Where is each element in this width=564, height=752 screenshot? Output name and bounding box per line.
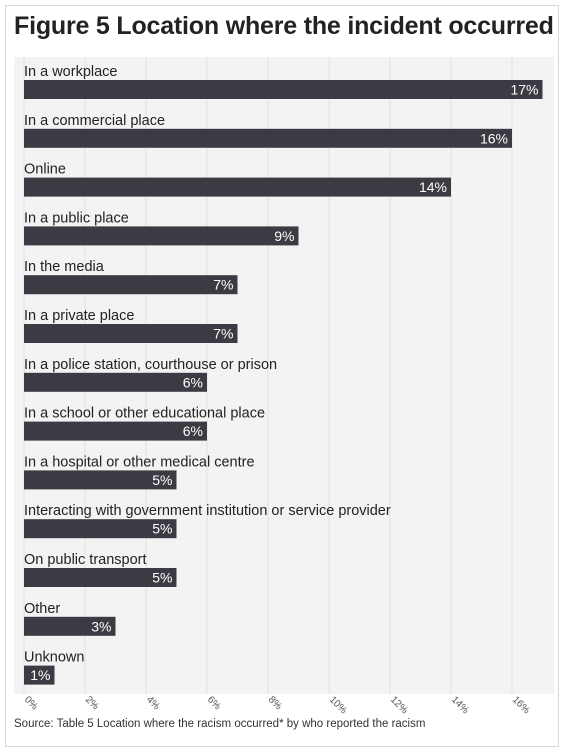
bar bbox=[24, 568, 177, 587]
data-label: 16% bbox=[480, 130, 508, 146]
data-label: 3% bbox=[91, 618, 111, 634]
bar bbox=[24, 324, 238, 343]
data-label: 7% bbox=[213, 277, 233, 293]
bar-chart: In a workplace 17% In a commercial place 16… bbox=[23, 57, 543, 694]
bar bbox=[24, 128, 512, 148]
data-label: 6% bbox=[183, 423, 203, 439]
category-label: Online bbox=[24, 162, 66, 178]
category-label: In a public place bbox=[24, 210, 129, 226]
bar bbox=[24, 421, 207, 441]
category-label: In a police station, courthouse or priso… bbox=[24, 357, 277, 373]
data-label: 5% bbox=[152, 472, 172, 488]
data-label: 6% bbox=[183, 374, 203, 390]
category-label: In a workplace bbox=[24, 64, 118, 80]
category-label: In a hospital or other medical centre bbox=[24, 454, 255, 470]
data-label: 1% bbox=[30, 667, 50, 683]
data-label: 17% bbox=[510, 82, 538, 98]
bar bbox=[24, 226, 299, 246]
chart-title: Figure 5 Location where the incident occ… bbox=[14, 12, 554, 40]
category-label: In the media bbox=[24, 259, 105, 275]
category-label: In a commercial place bbox=[24, 113, 165, 129]
bar bbox=[24, 275, 238, 295]
category-label: Other bbox=[24, 601, 60, 617]
category-label: On public transport bbox=[24, 552, 147, 568]
bar bbox=[24, 177, 451, 197]
data-label: 5% bbox=[152, 570, 172, 586]
data-label: 7% bbox=[213, 326, 233, 342]
source-note: Source: Table 5 Location where the racis… bbox=[14, 718, 426, 730]
category-label: In a private place bbox=[24, 308, 134, 324]
category-label: Unknown bbox=[24, 650, 84, 666]
bar bbox=[24, 665, 55, 685]
category-label: Interacting with government institution … bbox=[24, 503, 391, 519]
bar bbox=[24, 616, 116, 636]
category-label: In a school or other educational place bbox=[24, 406, 265, 422]
plot-area: In a workplace 17% In a commercial place 16… bbox=[14, 57, 554, 694]
data-label: 5% bbox=[152, 521, 172, 537]
bar bbox=[24, 372, 207, 392]
bar bbox=[24, 470, 177, 490]
data-label: 9% bbox=[274, 228, 294, 244]
bar bbox=[24, 519, 177, 539]
bar bbox=[24, 80, 543, 99]
data-label: 14% bbox=[419, 179, 447, 195]
